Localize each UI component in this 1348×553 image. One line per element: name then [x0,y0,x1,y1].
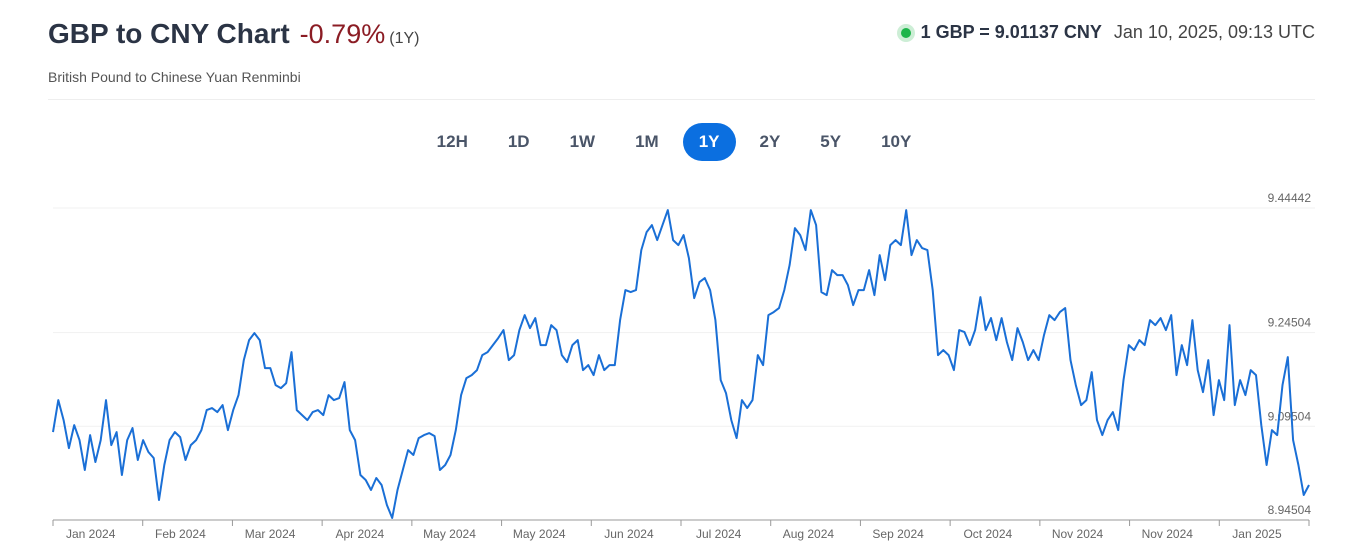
range-button[interactable]: 5Y [820,132,842,151]
subtitle: British Pound to Chinese Yuan Renminbi [48,69,301,85]
range-button[interactable]: 12H [436,132,468,151]
range-button[interactable]: 1W [569,132,596,151]
y-tick-label: 8.94504 [1268,503,1312,517]
range-buttons: 12H 1D 1W 1M 1Y 2Y 5Y 10Y [0,123,1348,161]
live-dot [900,27,911,38]
range-button[interactable]: 2Y [759,132,781,151]
rate-line [52,209,1310,519]
title-row: GBP to CNY Chart -0.79% (1Y) [48,18,419,50]
range-button[interactable]: 1Y [682,123,736,161]
x-tick-label: May 2024 [513,527,566,541]
y-tick-label: 9.24504 [1268,316,1312,330]
y-tick-label: 9.44442 [1268,191,1312,205]
x-tick-label: Sep 2024 [872,527,924,541]
x-tick-label: Aug 2024 [783,527,835,541]
x-tick-label: Jul 2024 [696,527,742,541]
y-tick-label: 9.09504 [1268,409,1312,423]
x-tick-label: Apr 2024 [335,527,384,541]
x-tick-label: Jan 2024 [66,527,116,541]
x-tick-label: Nov 2024 [1142,527,1194,541]
range-button[interactable]: 1M [635,132,659,151]
x-tick-label: Feb 2024 [155,527,206,541]
divider [48,99,1315,100]
x-tick-label: Jun 2024 [604,527,654,541]
page-title: GBP to CNY Chart [48,18,290,49]
x-tick-label: May 2024 [423,527,476,541]
x-tick-label: Nov 2024 [1052,527,1104,541]
rate: 1 GBP = 9.01137 CNY [920,22,1102,42]
x-tick-label: Mar 2024 [245,527,296,541]
rate-box: 1 GBP = 9.01137 CNY Jan 10, 2025, 09:13 … [900,22,1315,43]
range-button[interactable]: 10Y [881,132,912,151]
change: -0.79% [299,19,386,49]
period: (1Y) [389,30,420,47]
timestamp: Jan 10, 2025, 09:13 UTC [1113,22,1315,42]
range-button[interactable]: 1D [507,132,530,151]
x-tick-label: Jan 2025 [1232,527,1282,541]
x-tick-label: Oct 2024 [963,527,1012,541]
